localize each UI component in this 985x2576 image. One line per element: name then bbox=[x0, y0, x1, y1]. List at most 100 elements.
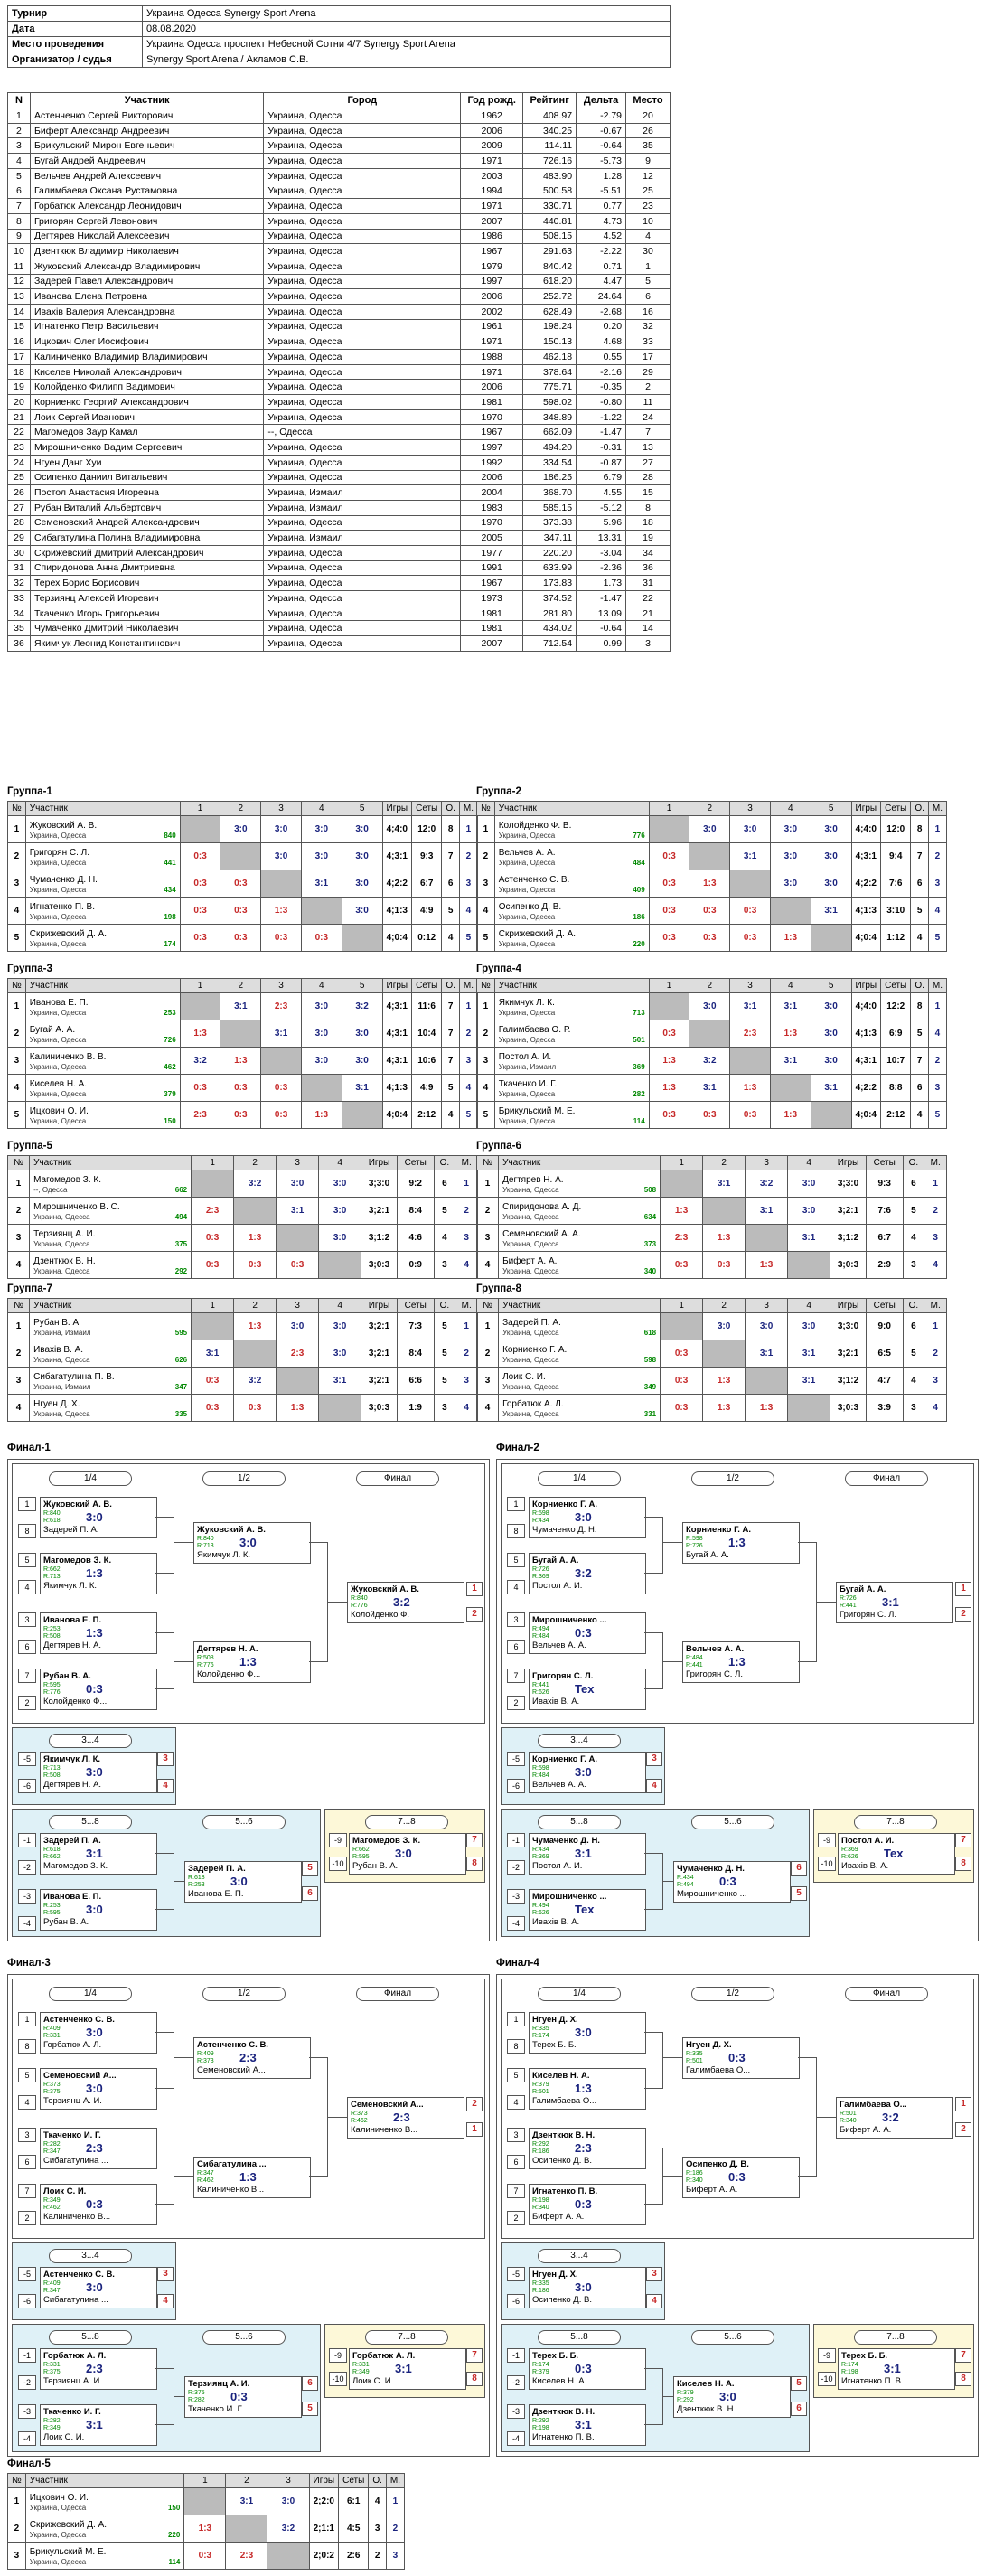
player-year: 1971 bbox=[460, 363, 524, 381]
match-rating-b: R:776 bbox=[43, 1689, 61, 1696]
place-number: 7 bbox=[466, 2348, 483, 2363]
group-diag-cell bbox=[179, 815, 221, 843]
match-player-a: Осипенко Д. В. bbox=[686, 2159, 749, 2169]
gh-games: Игры bbox=[830, 1155, 867, 1170]
match-score: 0:3 bbox=[575, 2362, 592, 2375]
gh-col: 2 bbox=[233, 1298, 277, 1313]
group-player-sub: Украина, Одесса 618 bbox=[502, 1329, 656, 1337]
player-city: Украина, Одесса bbox=[263, 544, 462, 561]
info-label: Турнир bbox=[7, 5, 143, 22]
player-city: Украина, Измаил bbox=[263, 484, 462, 501]
group-player-city: Украина, Одесса bbox=[498, 1116, 556, 1125]
group-place: 1 bbox=[385, 2487, 406, 2515]
player-delta: -1.22 bbox=[576, 409, 627, 426]
group-points: 8 bbox=[910, 815, 929, 843]
bracket-match: Иванова Е. П. R:253 R:508 1:3 Дегтярев Н. А. bbox=[40, 1612, 157, 1654]
match-score: 3:1 bbox=[575, 2418, 592, 2431]
gh-col: 5 bbox=[341, 801, 383, 816]
group-player-name: Дегтярев Н. А. bbox=[502, 1174, 564, 1185]
match-player-a: Корниенко Г. А. bbox=[532, 1500, 598, 1509]
player-rating: 291.63 bbox=[522, 243, 577, 259]
bracket-line bbox=[662, 1661, 682, 1662]
player-n: 30 bbox=[7, 544, 31, 561]
match-rating-a: R:598 bbox=[532, 1765, 549, 1772]
group-player: Ицкович О. И. Украина, Одесса 150 bbox=[24, 1101, 181, 1129]
group-place: 2 bbox=[458, 842, 479, 870]
group-place: 3 bbox=[927, 870, 948, 898]
group-place: 3 bbox=[924, 1224, 947, 1252]
player-year: 1977 bbox=[460, 544, 524, 561]
player-place: 1 bbox=[625, 258, 671, 275]
group-games: 2;0:2 bbox=[308, 2542, 340, 2570]
group-player-name: Скрижевский Д. А. bbox=[29, 928, 108, 939]
group-player: Биферт А. А. Украина, Одесса 340 bbox=[498, 1251, 661, 1279]
bracket-match: Терех Б. Б. R:174 R:198 3:1 Игнатенко П. В. bbox=[838, 2348, 955, 2390]
group-score: 3:0 bbox=[769, 842, 811, 870]
group-score: 3:1 bbox=[689, 1074, 731, 1102]
group-sets: 6:9 bbox=[880, 1020, 912, 1048]
group-place: 4 bbox=[458, 1074, 479, 1102]
group-header-row: № Участник 1 2 3 4 5 Игры Сеты О. М. bbox=[476, 978, 948, 993]
match-player-b: Ивахів В. А. bbox=[532, 1697, 580, 1706]
match-player-b: Вельчев А. А. bbox=[532, 1641, 586, 1650]
group-player-rating: 501 bbox=[633, 1035, 645, 1044]
player-city: Украина, Одесса bbox=[263, 454, 462, 471]
player-year: 1979 bbox=[460, 258, 524, 275]
gh-col: 2 bbox=[702, 1298, 746, 1313]
player-row: 14 Ивахів Валерия Александровна Украина, О… bbox=[7, 303, 671, 320]
player-n: 19 bbox=[7, 379, 31, 396]
seed-number: 5 bbox=[18, 1553, 36, 1567]
seed-number: -9 bbox=[329, 2348, 347, 2363]
group-player-rating: 220 bbox=[633, 939, 645, 948]
player-city: Украина, Одесса bbox=[263, 167, 462, 184]
group-score: 1:3 bbox=[276, 1394, 320, 1422]
col-rating: Рейтинг bbox=[522, 92, 577, 108]
group-score: 3:0 bbox=[276, 1312, 320, 1340]
group-diag-cell bbox=[810, 1101, 852, 1129]
player-year: 1970 bbox=[460, 409, 524, 426]
group-diag-cell bbox=[260, 870, 302, 898]
group-score: 1:3 bbox=[179, 1020, 221, 1048]
group-diag-cell bbox=[318, 1251, 362, 1279]
player-row: 25 Осипенко Даниил Витальевич Украина, Оде… bbox=[7, 469, 671, 486]
group-player-sub: Украина, Одесса 462 bbox=[30, 1063, 176, 1071]
seed-number: -3 bbox=[507, 2404, 525, 2419]
seed-number: 2 bbox=[507, 1696, 525, 1710]
group-sets: 3:9 bbox=[865, 1394, 904, 1422]
seed-number: -4 bbox=[18, 1916, 36, 1931]
group-row: 4 Горбатюк А. Л. Украина, Одесса 331 0:3 1:3 1… bbox=[475, 1394, 947, 1422]
match-rating-a: R:662 bbox=[43, 1566, 61, 1573]
match-player-a: Иванова Е. П. bbox=[43, 1615, 102, 1625]
match-ratings: R:662 R:595 bbox=[352, 1847, 370, 1861]
player-city: Украина, Одесса bbox=[263, 363, 462, 381]
player-name: Калиниченко Владимир Владимирович bbox=[29, 349, 265, 365]
match-player-a: Лоик С. И. bbox=[43, 2186, 87, 2196]
player-city: Украина, Одесса bbox=[263, 243, 462, 259]
group-player-name: Скрижевский Д. А. bbox=[498, 928, 577, 939]
match-ratings: R:349 R:462 bbox=[43, 2197, 61, 2212]
bracket-line bbox=[644, 1573, 662, 1574]
bracket-line bbox=[174, 2057, 193, 2058]
player-city: Украина, Одесса bbox=[263, 349, 462, 365]
group-row: 1 Якимчук Л. К. Украина, Одесса 713 3:0 3:1 3:… bbox=[476, 992, 948, 1020]
group-place: 4 bbox=[924, 1394, 947, 1422]
match-rating-a: R:292 bbox=[532, 2418, 549, 2424]
group-row-n: 2 bbox=[6, 1340, 31, 1368]
place-number: 5 bbox=[791, 2376, 807, 2391]
match-ratings: R:441 R:626 bbox=[532, 1682, 549, 1697]
info-label: Организатор / судья bbox=[7, 52, 143, 68]
group-place: 1 bbox=[924, 1312, 947, 1340]
group-table: № Участник 1 2 3 4 Игры Сеты О. М. 1 Дегтярев Н. А.… bbox=[475, 1155, 947, 1279]
player-n: 4 bbox=[7, 153, 31, 169]
group-score: 3:0 bbox=[341, 842, 383, 870]
seed-number: 5 bbox=[507, 1553, 525, 1567]
group-player-city: --, Одесса bbox=[33, 1185, 68, 1194]
group-player-name: Сибагатулина П. В. bbox=[33, 1371, 115, 1382]
seed-number: 3 bbox=[507, 2128, 525, 2142]
player-year: 1967 bbox=[460, 424, 524, 441]
group-player-rating: 462 bbox=[164, 1062, 176, 1071]
match-player-a: Горбатюк А. Л. bbox=[352, 2351, 416, 2361]
group-player-sub: Украина, Измаил 369 bbox=[499, 1063, 645, 1071]
match-rating-a: R:595 bbox=[43, 1682, 61, 1688]
group-player-city: Украина, Одесса bbox=[498, 1035, 556, 1044]
